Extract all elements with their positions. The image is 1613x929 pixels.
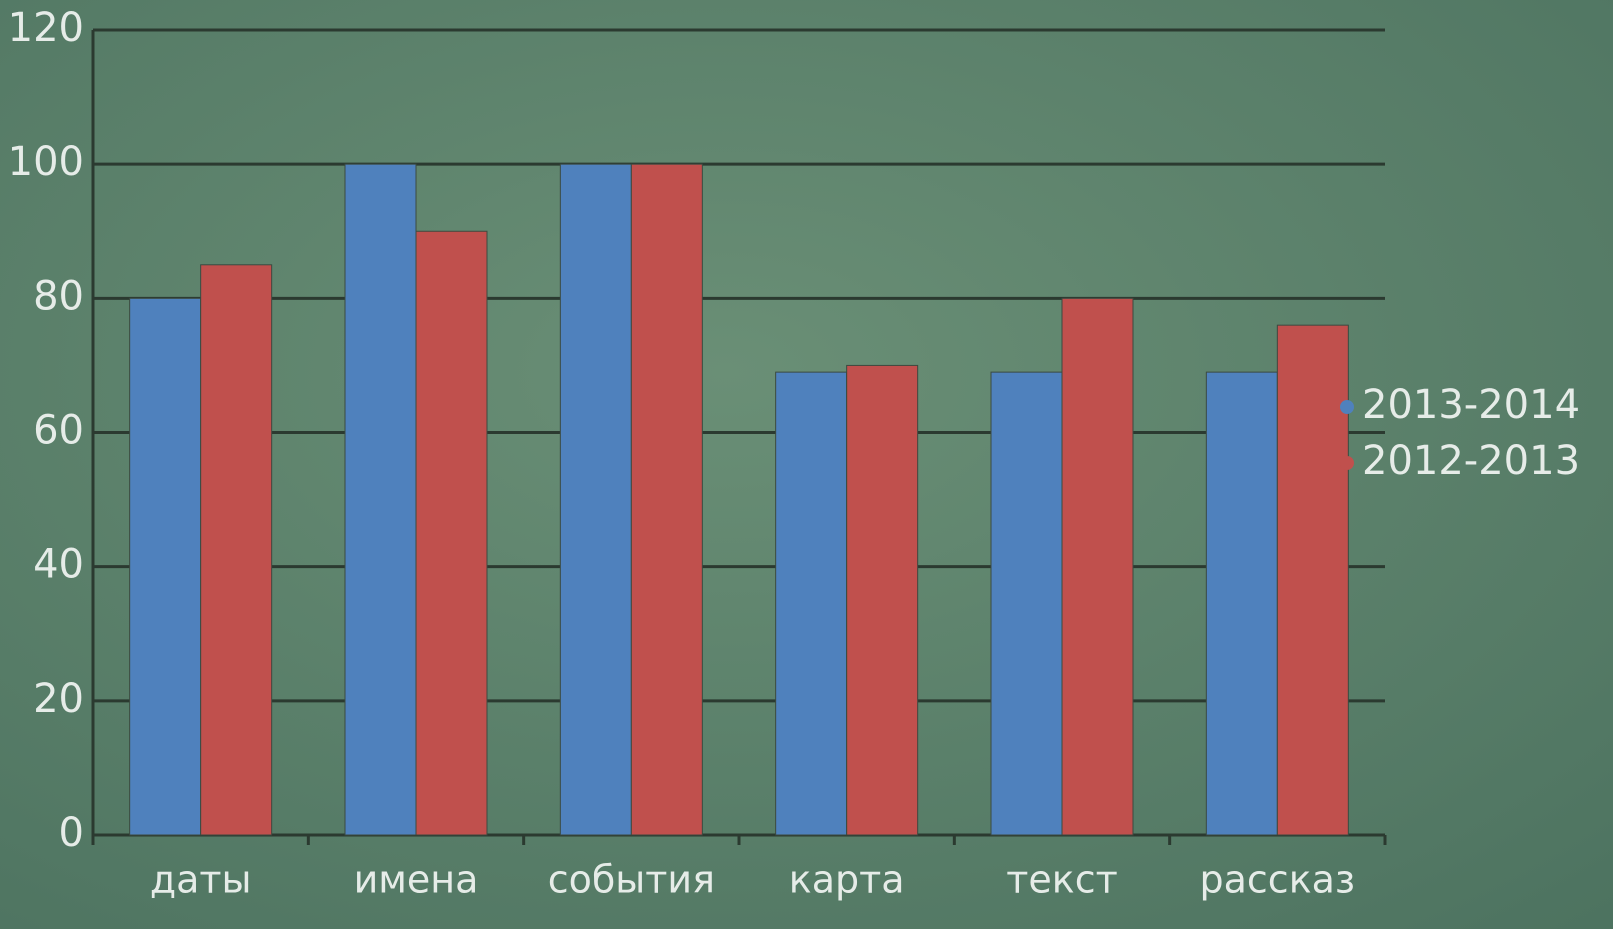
bar <box>415 230 488 836</box>
bar <box>1205 371 1278 836</box>
x-tick-label: карта <box>789 858 905 902</box>
bar <box>559 163 632 836</box>
legend-label: 2013-2014 <box>1362 382 1580 428</box>
bar <box>1276 324 1349 836</box>
y-tick-label: 60 <box>33 408 84 454</box>
x-tick-label: рассказ <box>1200 858 1356 902</box>
legend-marker <box>1340 456 1354 470</box>
x-tick-label: имена <box>354 858 479 902</box>
bar <box>344 163 417 836</box>
bar <box>1061 297 1134 836</box>
legend-label: 2012-2013 <box>1362 438 1580 484</box>
bar <box>200 264 273 836</box>
bar <box>129 297 202 836</box>
x-tick-label: события <box>548 858 715 902</box>
x-tick-label: текст <box>1006 858 1118 902</box>
y-tick-label: 80 <box>33 273 84 319</box>
y-tick-label: 40 <box>33 542 84 588</box>
x-tick-label: даты <box>150 858 252 902</box>
bar <box>775 371 848 836</box>
bar <box>990 371 1063 836</box>
bar <box>630 163 703 836</box>
y-tick-label: 0 <box>59 810 84 856</box>
y-tick-label: 120 <box>8 5 84 51</box>
y-tick-label: 20 <box>33 676 84 722</box>
y-tick-label: 100 <box>8 139 84 185</box>
bar <box>846 364 919 836</box>
legend-marker <box>1340 400 1354 414</box>
